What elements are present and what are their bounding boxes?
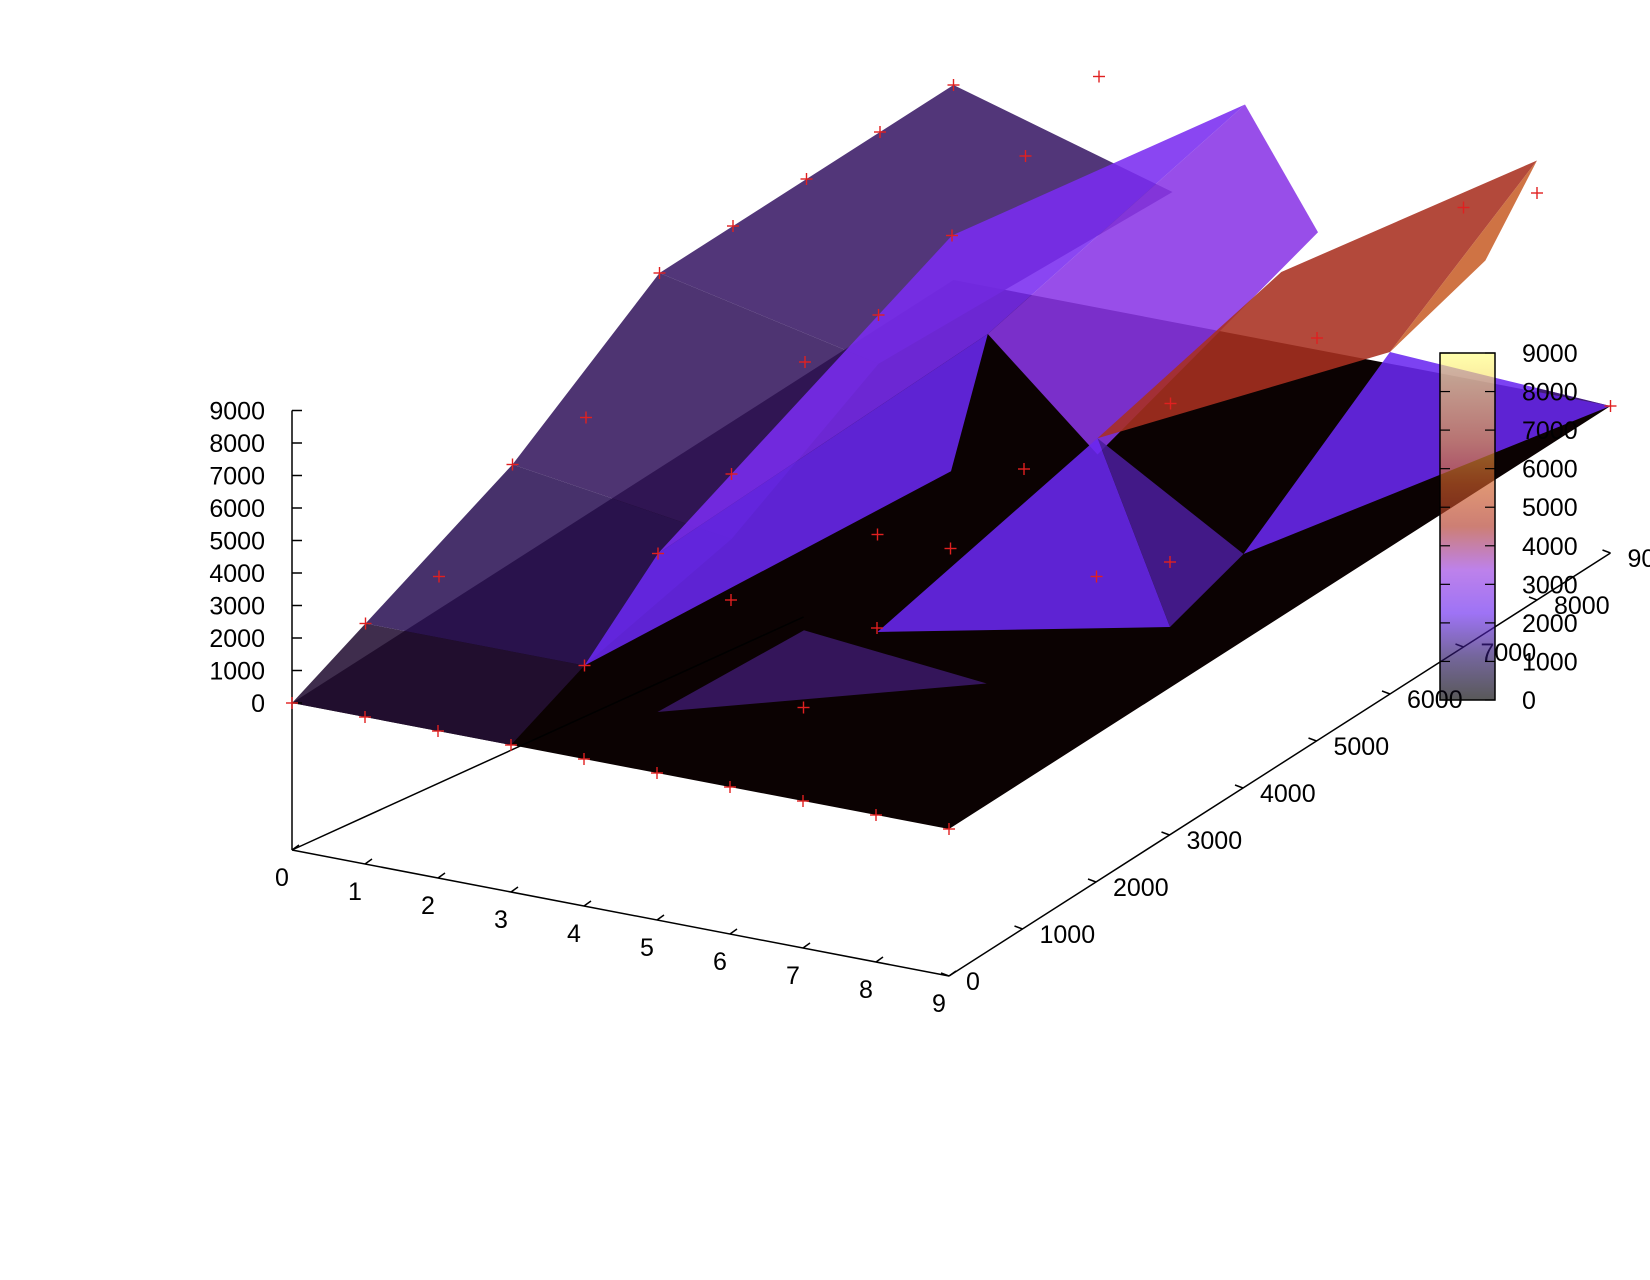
y-tick	[1015, 926, 1023, 929]
colorbar-tick-label: 8000	[1522, 379, 1578, 407]
x-tick	[730, 929, 737, 934]
x-tick	[949, 971, 956, 976]
x-axis-line	[292, 850, 949, 976]
colorbar-tick-label: 9000	[1522, 340, 1578, 368]
x-tick-label: 3	[494, 906, 508, 934]
x-tick	[438, 873, 445, 878]
x-tick	[511, 887, 518, 892]
colorbar-tick-label: 1000	[1522, 648, 1578, 676]
x-tick-label: 6	[713, 948, 727, 976]
colorbar-tick-label: 2000	[1522, 610, 1578, 638]
y-tick	[1603, 550, 1611, 553]
y-tick-label: 2000	[1113, 874, 1169, 902]
x-tick-label: 7	[786, 962, 800, 990]
y-tick-label: 3000	[1187, 827, 1243, 855]
data-point	[1093, 71, 1105, 83]
colorbar-gradient	[1440, 353, 1495, 700]
x-tick-label: 5	[640, 934, 654, 962]
z-tick-label: 8000	[209, 430, 265, 458]
x-tick	[365, 859, 372, 864]
colorbar-tick-label: 5000	[1522, 494, 1578, 522]
y-tick-label: 9000	[1628, 545, 1650, 573]
surface	[292, 85, 1611, 829]
z-tick-label: 7000	[209, 463, 265, 491]
y-tick	[1162, 832, 1170, 835]
x-tick-label: 4	[567, 920, 581, 948]
x-tick-label: 8	[859, 976, 873, 1004]
z-tick-label: 9000	[209, 398, 265, 426]
colorbar-tick-label: 6000	[1522, 456, 1578, 484]
y-tick-label: 5000	[1334, 733, 1390, 761]
z-tick-label: 3000	[209, 593, 265, 621]
y-tick	[1088, 879, 1096, 882]
z-tick-label: 2000	[209, 625, 265, 653]
z-tick-label: 0	[251, 690, 265, 718]
y-tick	[1309, 738, 1317, 741]
y-tick	[1382, 691, 1390, 694]
x-tick	[657, 915, 664, 920]
x-tick-label: 0	[275, 864, 289, 892]
colorbar-tick-label: 0	[1522, 687, 1536, 715]
data-point	[1531, 187, 1543, 199]
x-tick-label: 1	[348, 878, 362, 906]
y-tick	[1235, 785, 1243, 788]
y-tick-label: 1000	[1040, 921, 1096, 949]
x-tick-label: 2	[421, 892, 435, 920]
z-tick-label: 4000	[209, 560, 265, 588]
z-tick-label: 1000	[209, 658, 265, 686]
colorbar-tick-label: 4000	[1522, 533, 1578, 561]
x-tick	[803, 943, 810, 948]
y-tick-label: 0	[966, 968, 980, 996]
colorbar-tick-label: 7000	[1522, 417, 1578, 445]
colorbar-tick-label: 3000	[1522, 571, 1578, 599]
z-tick-label: 5000	[209, 528, 265, 556]
data-point	[1605, 400, 1617, 412]
x-tick	[584, 901, 591, 906]
y-tick-label: 4000	[1260, 780, 1316, 808]
z-tick-label: 6000	[209, 495, 265, 523]
x-tick	[876, 957, 883, 962]
x-tick-label: 9	[932, 990, 946, 1018]
